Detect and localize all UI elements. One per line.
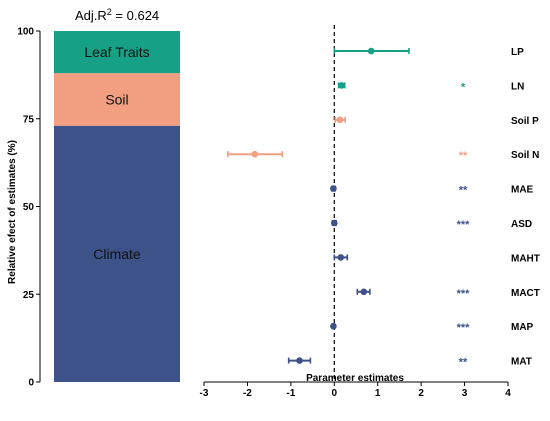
x-tick-label: 3 [462,388,468,399]
row-label: ASD [511,219,532,230]
forest-row-map: *** MAP [330,322,534,334]
stack-segment-soil [54,73,180,126]
stack-segment-label: Leaf Traits [84,44,149,60]
forest-plot: -3 -2 -1 0 1 2 3 4 LP * LN Soil P ** Soil N ** MAE *** AS… [200,25,540,399]
y-axis-title: Relative efect of estimates (%) [7,140,18,284]
point-estimate [360,288,368,296]
significance-stars: *** [457,322,471,334]
y-axis: 0 25 50 75 100 [17,27,41,389]
point-estimate [337,254,345,261]
forest-row-maht: MAHT [333,253,540,264]
y-tick-label: 0 [28,378,34,389]
x-tick-label: 2 [418,388,424,399]
stack-segment-label: Climate [93,246,141,262]
significance-stars: *** [457,219,471,231]
stack-segment-climate [54,125,180,383]
row-label: MACT [511,288,540,299]
r2-label: Adj.R2 = 0.624 [75,7,159,23]
forest-row-soil-p: Soil P [334,116,539,127]
x-axis-title: Parameter estimates [306,373,404,384]
stack-segment-leaf [54,31,180,74]
row-label: LP [511,47,524,58]
point-estimate [330,219,338,227]
row-label: Soil P [511,116,539,127]
x-tick-label: -1 [286,388,295,399]
row-label: Soil N [511,150,539,161]
forest-row-mae: ** MAE [330,185,534,197]
row-label: MAE [511,185,534,196]
point-estimate [338,82,345,89]
significance-stars: ** [459,185,468,197]
forest-row-soil-n: ** Soil N [227,150,539,162]
stack-segment-label: Soil [105,91,128,107]
point-estimate [330,322,337,330]
row-label: MAP [511,322,534,333]
y-tick-label: 75 [23,114,35,125]
point-estimate [330,185,337,192]
row-label: MAT [511,357,532,368]
significance-stars: *** [457,288,471,300]
x-tick-label: 1 [375,388,381,399]
forest-row-mat: ** MAT [287,357,532,369]
forest-row-mact: *** MACT [356,288,540,300]
forest-row-ln: * LN [337,81,524,93]
y-tick-label: 25 [23,290,35,301]
x-tick-label: -2 [243,388,252,399]
point-estimate [336,116,344,124]
significance-stars: * [461,81,466,93]
significance-stars: ** [459,150,468,162]
x-tick-label: 4 [505,388,511,399]
x-tick-label: 0 [332,388,338,399]
point-estimate [367,47,375,55]
row-label: LN [511,81,524,92]
y-tick-label: 100 [17,27,34,38]
y-tick-label: 50 [23,202,35,213]
stacked-bar-chart: Climate Soil Leaf Traits [54,31,180,383]
point-estimate [296,357,303,364]
row-label: MAHT [511,253,540,264]
significance-stars: ** [459,357,468,369]
forest-row-lp: LP [333,47,524,58]
point-estimate [251,150,259,158]
forest-row-asd: *** ASD [330,219,532,231]
x-tick-label: -3 [200,388,209,399]
